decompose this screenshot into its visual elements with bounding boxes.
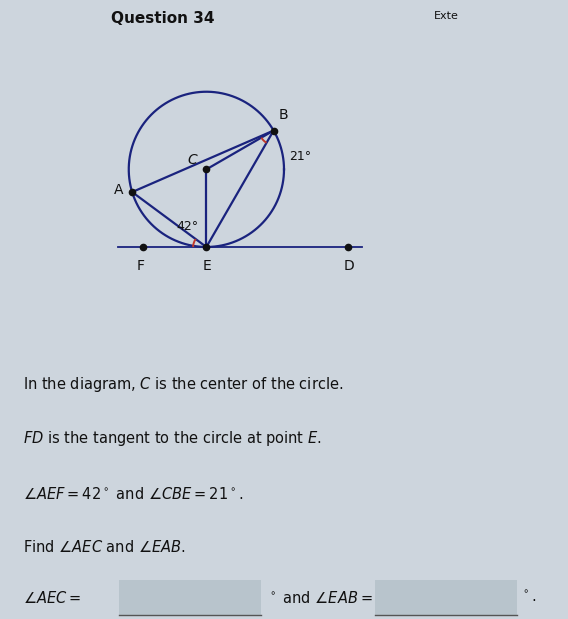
Text: C: C [188, 152, 198, 167]
Text: $^\circ.$: $^\circ.$ [520, 590, 536, 605]
Text: $FD$ is the tangent to the circle at point $E$.: $FD$ is the tangent to the circle at poi… [23, 428, 321, 448]
Text: $\angle AEF = 42^\circ$ and $\angle CBE = 21^\circ$.: $\angle AEF = 42^\circ$ and $\angle CBE … [23, 486, 243, 502]
Text: 21°: 21° [290, 150, 312, 163]
Text: D: D [344, 259, 354, 274]
Text: B: B [279, 108, 289, 122]
Text: $\angle AEC = $: $\angle AEC = $ [23, 590, 81, 606]
Text: E: E [203, 259, 212, 274]
Text: F: F [137, 259, 145, 274]
Text: Exte: Exte [434, 11, 458, 20]
Text: A: A [114, 183, 123, 197]
Text: $^\circ$ and $\angle EAB=$: $^\circ$ and $\angle EAB=$ [267, 590, 373, 606]
Text: Find $\angle AEC$ and $\angle EAB$.: Find $\angle AEC$ and $\angle EAB$. [23, 539, 185, 555]
Text: In the diagram, $C$ is the center of the circle.: In the diagram, $C$ is the center of the… [23, 375, 343, 394]
Text: 42°: 42° [176, 220, 198, 233]
Text: Question 34: Question 34 [111, 11, 215, 25]
